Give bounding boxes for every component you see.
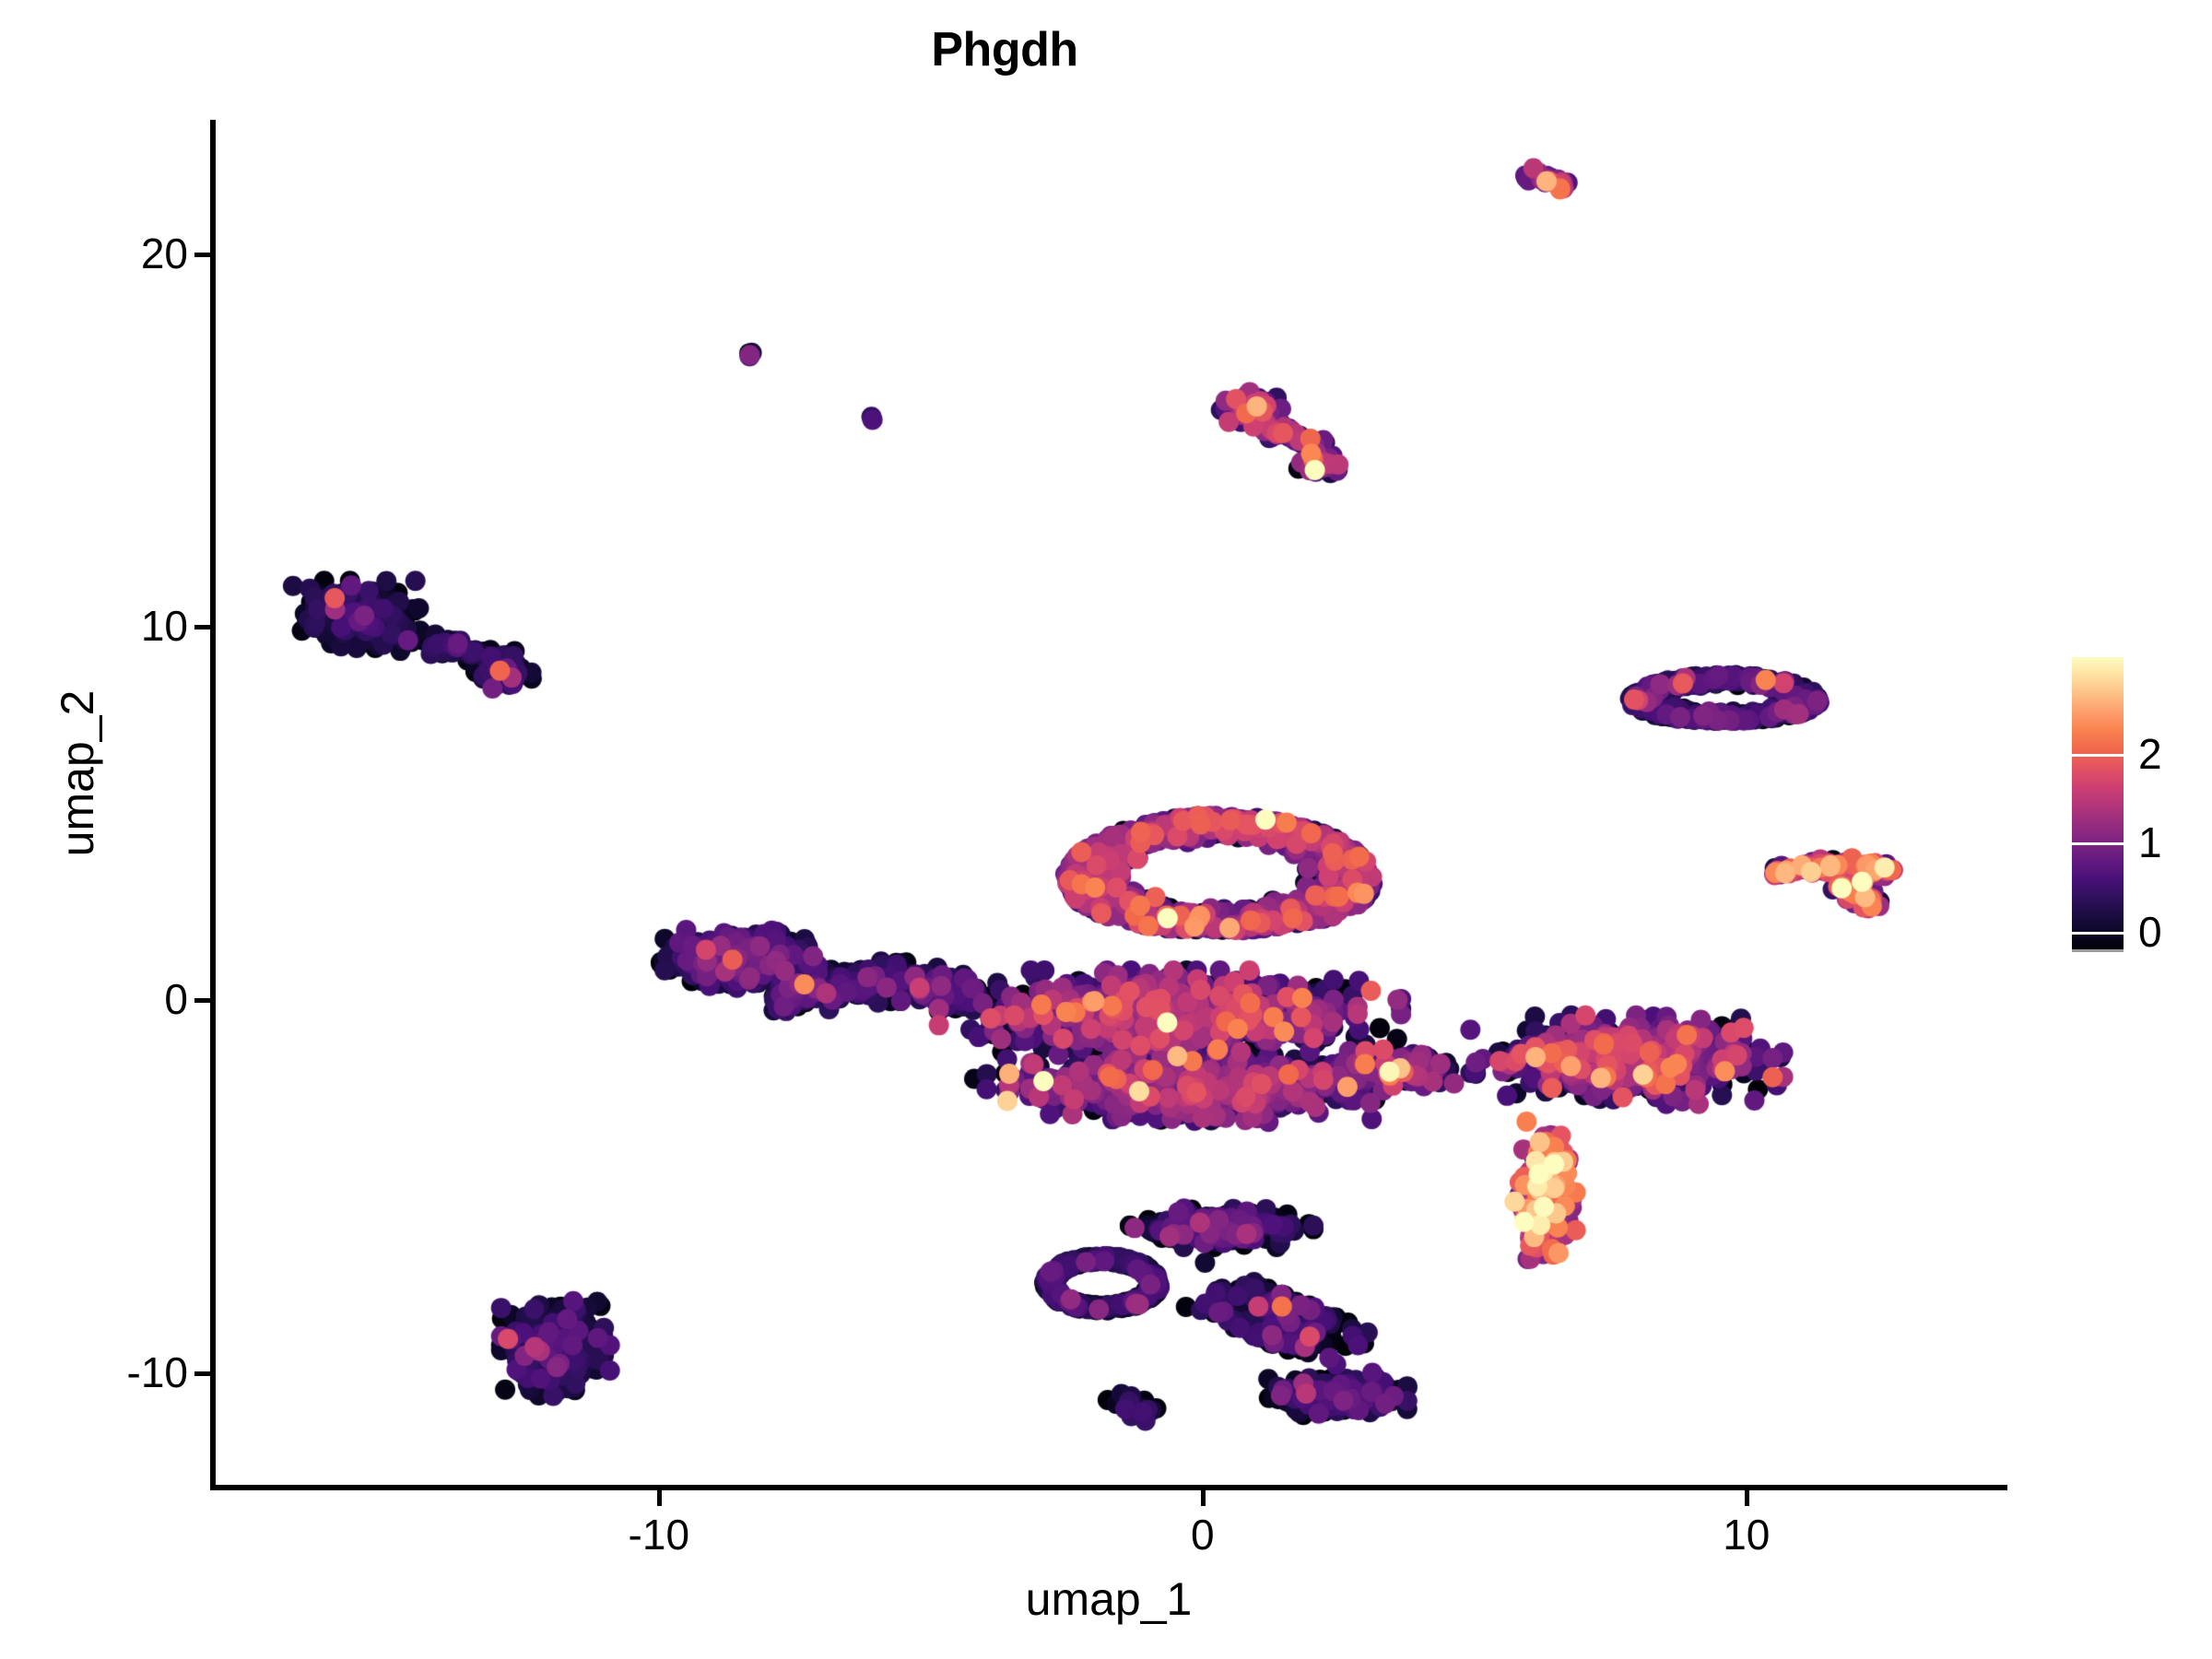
colorbar-bottom-edge [2072, 949, 2124, 952]
x-axis-label: umap_1 [1025, 1573, 1193, 1625]
colorbar-legend: 0 1 2 [2072, 657, 2192, 980]
colorbar-tick-mark [2072, 754, 2124, 758]
y-tick-label: 20 [140, 229, 188, 277]
x-tick-label: -10 [628, 1511, 690, 1559]
colorbar-tick-mark [2072, 842, 2124, 846]
y-tick-label: -10 [126, 1347, 188, 1396]
y-tick-label: 0 [164, 974, 188, 1023]
y-tick-mark [194, 997, 210, 1003]
colorbar-gradient [2072, 657, 2124, 952]
x-tick-mark [1744, 1490, 1749, 1506]
x-tick-label: 0 [1191, 1511, 1215, 1559]
x-tick-label: 10 [1723, 1511, 1771, 1559]
y-axis-line [210, 120, 216, 1490]
y-tick-label: 10 [140, 602, 188, 651]
y-axis-label: umap_2 [52, 689, 103, 857]
x-tick-mark [1200, 1490, 1206, 1506]
y-tick-mark [194, 252, 210, 257]
colorbar-tick-label: 1 [2138, 818, 2162, 867]
y-tick-mark [194, 1371, 210, 1376]
y-tick-mark [194, 625, 210, 630]
colorbar-tick-label: 0 [2138, 907, 2162, 956]
colorbar-tick-mark [2072, 931, 2124, 935]
x-tick-mark [656, 1490, 662, 1506]
x-axis-line [210, 1485, 2007, 1490]
colorbar-tick-label: 2 [2138, 730, 2162, 779]
